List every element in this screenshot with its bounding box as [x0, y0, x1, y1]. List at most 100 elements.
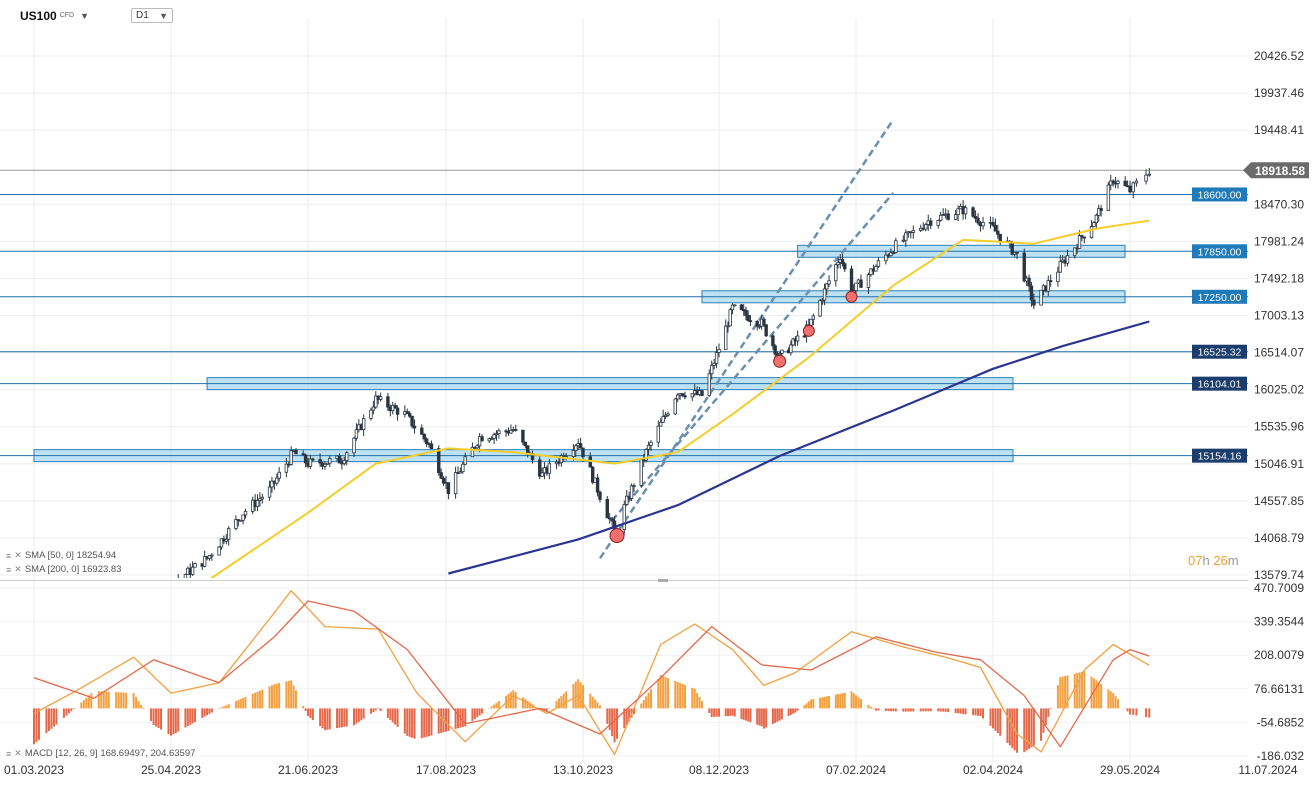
macd-histogram-bar [512, 690, 515, 709]
macd-histogram-bar [633, 708, 635, 715]
macd-histogram-bar [1092, 678, 1095, 709]
macd-histogram-bar [411, 708, 414, 738]
timeframe-select[interactable]: D1 ▼ [131, 8, 174, 23]
macd-histogram-bar [877, 708, 880, 711]
candle-body [834, 264, 838, 282]
candle-body [891, 252, 896, 254]
candle-body [318, 459, 322, 464]
macd-histogram-bar [1025, 708, 1028, 751]
macd-histogram-bar [338, 708, 341, 728]
macd-histogram-bar [396, 708, 399, 727]
macd-histogram-bar [591, 696, 594, 709]
candle-body [866, 274, 871, 288]
candle-body [644, 449, 648, 461]
support-resistance-levels [0, 193, 1248, 463]
macd-histogram-bar [599, 705, 601, 709]
candle-body [277, 471, 281, 479]
candle-body [441, 477, 446, 484]
close-icon[interactable]: ✕ [14, 564, 22, 574]
macd-histogram-bar [369, 708, 372, 714]
touch-marker [609, 528, 625, 544]
candle-body [1147, 173, 1151, 176]
macd-histogram-bar [1112, 693, 1115, 709]
macd-histogram-bar [1148, 708, 1151, 718]
macd-histogram-bar [555, 700, 558, 709]
legend-sma50: ≡ ✕ SMA [50, 0] 18254.94 [6, 550, 116, 561]
candle-body [894, 240, 898, 253]
countdown-hours: 07 [1188, 553, 1203, 568]
macd-histogram-bar [493, 704, 496, 709]
candle-body [328, 458, 332, 464]
macd-histogram-bar [659, 675, 662, 709]
candle-body [1092, 222, 1096, 227]
macd-histogram-bar [974, 708, 977, 716]
candle-body [859, 279, 863, 288]
candle-body [854, 282, 858, 292]
macd-histogram-bar [744, 708, 747, 721]
close-icon[interactable]: ✕ [14, 748, 22, 758]
macd-histogram-bar [227, 704, 230, 709]
macd-histogram-bar [1080, 671, 1083, 709]
macd-histogram-bar [1073, 673, 1076, 709]
macd-histogram-bar [679, 682, 682, 709]
macd-histogram-bar [1132, 708, 1135, 716]
candle-body [773, 345, 777, 355]
candle-body [712, 362, 716, 366]
candle-body [412, 425, 417, 429]
macd-histogram-bar [810, 699, 813, 709]
candle-body [1097, 208, 1101, 216]
macd-histogram-bar [650, 689, 652, 709]
symbol-dropdown-icon[interactable]: ▼ [80, 10, 90, 21]
symbol-name[interactable]: US100 [20, 8, 57, 23]
macd-histogram-bar [82, 700, 85, 709]
macd-histogram-bar [1100, 683, 1103, 709]
candle-body [953, 214, 958, 220]
candle-body [809, 318, 813, 326]
candle-body [117, 622, 120, 627]
macd-histogram-bar [852, 693, 855, 709]
candle-body [260, 496, 265, 500]
candle-body [1080, 235, 1084, 238]
macd-histogram-bar [1097, 682, 1100, 709]
time-tick-label: 07.02.2024 [826, 763, 886, 777]
legend-macd-text: MACD [12, 26, 9] 168.69497, 204.63597 [24, 748, 196, 759]
candle-body [889, 252, 893, 257]
macd-histogram-bar [408, 708, 411, 737]
candle-body [574, 445, 578, 452]
macd-tick-label: -54.6852 [1257, 715, 1305, 729]
candle-body [746, 315, 750, 322]
macd-histogram-bar [545, 708, 548, 711]
macd-histogram-bar [140, 705, 143, 709]
macd-histogram-bar [939, 708, 942, 712]
macd-histogram-bar [1030, 708, 1033, 748]
macd-histogram-bar [90, 693, 93, 709]
candle-body [422, 433, 426, 440]
candle-body [371, 406, 376, 411]
pane-resize-handle[interactable] [658, 579, 668, 582]
macd-histogram-bar [823, 696, 826, 709]
candle-body [874, 265, 878, 272]
macd-histogram-bar [729, 708, 732, 716]
price-tick-label: 19937.46 [1254, 86, 1304, 100]
settings-icon[interactable]: ≡ [6, 550, 12, 561]
candle-body [234, 519, 238, 529]
candle-body [777, 353, 782, 356]
macd-histogram-bar [244, 696, 247, 709]
settings-icon[interactable]: ≡ [6, 748, 12, 759]
macd-histogram-bar [843, 692, 846, 709]
candle-body [1073, 247, 1077, 257]
macd-histogram-bar [464, 708, 467, 727]
candle-body [646, 444, 651, 450]
settings-icon[interactable]: ≡ [6, 564, 12, 575]
macd-histogram-bar [481, 708, 484, 714]
time-tick-label: 01.03.2023 [4, 763, 64, 777]
macd-histogram-bar [726, 708, 729, 717]
close-icon[interactable]: ✕ [14, 550, 22, 560]
candle-body [463, 456, 467, 465]
macd-histogram-bar [562, 693, 565, 709]
macd-histogram-bar [1116, 699, 1119, 709]
macd-histogram-bar [526, 700, 529, 709]
macd-histogram-bar [731, 708, 734, 716]
macd-histogram-bar [929, 708, 932, 712]
